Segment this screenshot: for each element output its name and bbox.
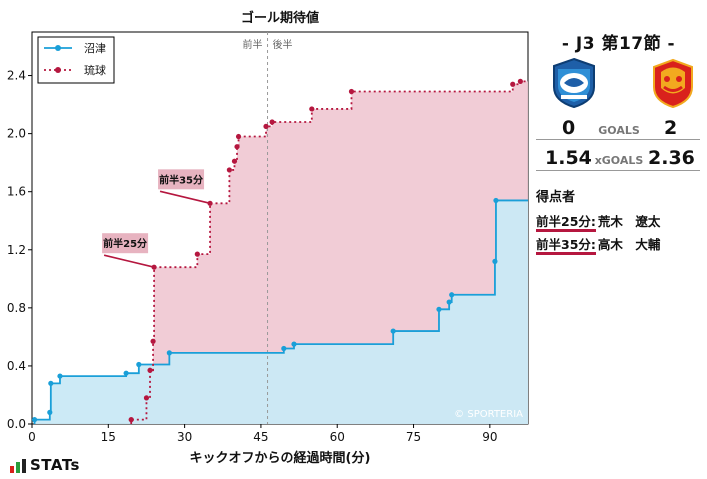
data-point [263, 123, 269, 129]
scorer-time: 前半25分: [536, 214, 596, 232]
match-title: - J3 第17節 - [561, 34, 676, 54]
data-point [309, 106, 315, 112]
axes: 0 15 30 45 60 75 90 0.0 0.4 0.8 1.2 1.6 2.0 2.4 [7, 69, 498, 444]
chart-title: ゴール期待値 [241, 10, 319, 26]
series-fills [34, 81, 529, 424]
data-point [194, 251, 200, 257]
first-half-label: 前半 [243, 38, 263, 51]
data-point [281, 345, 287, 352]
y-tick-label: 2.4 [7, 69, 26, 83]
data-point [517, 78, 523, 84]
data-point [31, 417, 38, 423]
data-point [492, 258, 498, 264]
xg-row: 1.54 xGOALS 2.36 [538, 147, 700, 171]
numazu-crest-icon [553, 57, 595, 109]
data-point [493, 197, 499, 204]
series-area [34, 200, 529, 424]
x-tick-label: 15 [101, 430, 116, 444]
annotation-label: 前半25分 [103, 237, 147, 250]
data-point [436, 306, 442, 312]
data-point [269, 119, 275, 125]
second-half-label: 後半 [273, 38, 293, 51]
data-point [390, 328, 396, 334]
data-point [150, 338, 156, 344]
data-point [510, 81, 516, 87]
ryukyu-crest-icon [653, 58, 693, 109]
data-point [143, 395, 150, 401]
annotation-pointer [103, 254, 155, 268]
data-point [166, 350, 172, 356]
scorer-name: 荒木 遼太 [597, 214, 661, 229]
y-tick-label: 0.4 [7, 359, 26, 373]
scorer-item: 前半25分: 荒木 遼太 [536, 211, 661, 232]
data-point [48, 380, 54, 386]
away-score: 2 [664, 117, 678, 139]
annotation-box [158, 169, 205, 190]
legend-marker [55, 45, 61, 51]
goal-annotations: 前半25分 前半35分 [102, 169, 211, 268]
data-point [123, 370, 129, 376]
x-axis-label: キックオフからの経過時間(分) [190, 450, 371, 466]
data-point [449, 292, 455, 298]
y-tick-label: 1.2 [7, 243, 26, 257]
data-point [446, 299, 452, 305]
stats-logo-icon [10, 459, 26, 473]
annotation-box [102, 233, 149, 254]
data-point [226, 167, 232, 173]
divider [536, 170, 700, 171]
data-point [57, 373, 63, 379]
legend-label: 琉球 [84, 63, 106, 77]
annotation-label: 前半35分 [159, 173, 203, 186]
y-tick-label: 1.6 [7, 185, 26, 199]
data-point [235, 133, 242, 140]
x-tick-label: 30 [177, 430, 192, 444]
home-score: 0 [562, 117, 576, 139]
stats-logo-text: STATs [30, 456, 80, 474]
data-point [234, 144, 240, 150]
data-point [136, 361, 142, 368]
data-point [291, 341, 297, 347]
x-tick-label: 60 [330, 430, 345, 444]
data-point [348, 88, 355, 95]
legend-marker [55, 67, 61, 73]
legend-label: 沼津 [84, 41, 106, 55]
half-time-marker: 前半 後半 [243, 32, 293, 424]
x-tick-label: 0 [28, 430, 36, 444]
watermark: © SPORTERIA [454, 409, 523, 420]
y-tick-label: 2.0 [7, 127, 26, 141]
x-tick-label: 75 [406, 430, 421, 444]
scorer-name: 高木 大輔 [597, 237, 661, 252]
home-xg: 1.54 [545, 147, 592, 169]
annotation-pointer [159, 190, 211, 205]
away-xg: 2.36 [648, 147, 695, 169]
y-tick-label: 0.0 [7, 417, 26, 431]
data-point [47, 409, 53, 415]
scorer-time: 前半35分: [536, 237, 596, 255]
legend-box [37, 36, 115, 84]
divider [536, 139, 700, 140]
data-point [147, 367, 153, 373]
y-tick-label: 0.8 [7, 301, 26, 315]
data-point [231, 158, 238, 164]
goals-row: 0 GOALS 2 [538, 117, 700, 141]
data-point [128, 417, 134, 423]
scorers-heading: 得点者 [536, 190, 576, 205]
match-panel: - J3 第17節 - 0 GOALS 2 1.54 xGOALS 2.36 得… [530, 0, 707, 479]
x-tick-label: 90 [482, 430, 497, 444]
goals-label: GOALS [598, 124, 640, 137]
x-tick-label: 45 [253, 430, 268, 444]
xgoals-label: xGOALS [594, 154, 644, 167]
scorer-item: 前半35分: 高木 大輔 [536, 234, 661, 255]
